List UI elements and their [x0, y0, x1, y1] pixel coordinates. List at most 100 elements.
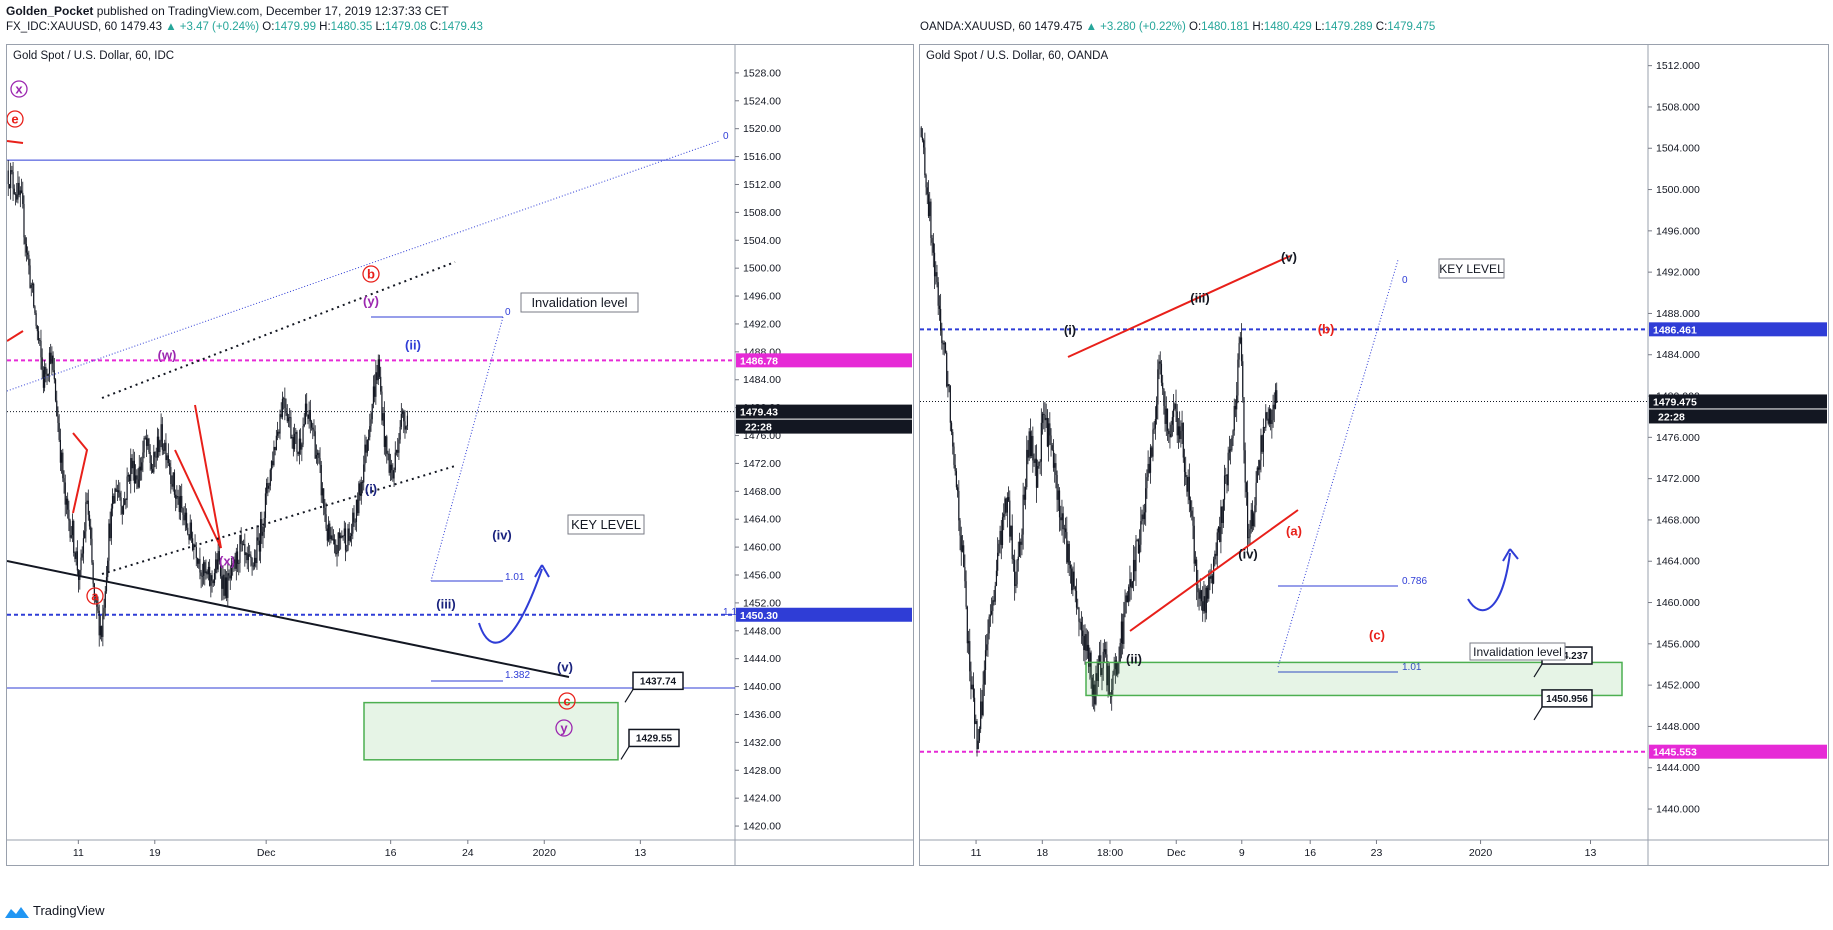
chart-panel-right[interactable]: Gold Spot / U.S. Dollar, 60, OANDA 1440.0… — [919, 44, 1829, 866]
wave-label: (a) — [1286, 524, 1302, 539]
wave-label: b — [367, 267, 375, 282]
candle-body — [292, 436, 294, 450]
candle-body — [1163, 388, 1165, 406]
candle-body — [1006, 497, 1008, 513]
candle-body — [1245, 482, 1247, 493]
candle-body — [52, 355, 54, 371]
candle-body — [1041, 413, 1044, 423]
candle-body — [103, 607, 105, 614]
candle-body — [1054, 463, 1056, 468]
candle-body — [925, 175, 927, 188]
candle-body — [1101, 668, 1103, 676]
x-tick-label: 13 — [635, 847, 647, 859]
callout-label-box — [632, 671, 684, 691]
candle-body — [1263, 426, 1266, 428]
candle-body — [1194, 559, 1197, 564]
candle-body — [192, 538, 194, 551]
candle-body — [1148, 463, 1150, 473]
candle-body — [1152, 429, 1154, 457]
candle-body — [1189, 500, 1192, 511]
footer-brand[interactable]: TradingView — [4, 903, 105, 923]
candle-body — [1016, 560, 1018, 585]
candle-body — [303, 424, 305, 427]
candle-body — [84, 531, 86, 539]
candle-body — [1119, 643, 1121, 662]
symbol-name: OANDA:XAUUSD, 60 — [920, 21, 1032, 33]
boxed-label-box — [567, 514, 645, 535]
candle-body — [1000, 530, 1002, 545]
chart-panel-left[interactable]: Gold Spot / U.S. Dollar, 60, IDC 1420.00 1… — [6, 44, 914, 866]
candle-body — [1091, 677, 1093, 697]
candle-body — [259, 519, 262, 552]
candle-body — [296, 432, 298, 453]
candle-body — [1043, 413, 1045, 415]
candle-body — [289, 417, 291, 418]
candle-body — [1131, 581, 1133, 588]
candle-body — [321, 488, 324, 496]
candle-body — [1141, 514, 1143, 522]
candle-body — [314, 431, 316, 459]
candle-body — [145, 437, 148, 446]
candle-body — [343, 528, 345, 536]
candle-body — [92, 562, 94, 584]
candle-body — [1215, 553, 1217, 556]
candle-body — [1072, 571, 1074, 591]
candle-body — [1225, 474, 1227, 476]
price-tag-label: 1479.475 — [1653, 396, 1697, 408]
candle-body — [1247, 492, 1249, 539]
candle-body — [923, 140, 925, 148]
candle-body — [1238, 343, 1240, 360]
candle-body — [212, 580, 214, 584]
candle-body — [389, 464, 392, 473]
candle-body — [42, 370, 44, 388]
candle-body — [1065, 528, 1067, 533]
candle-body — [1079, 621, 1081, 623]
chart-svg-left[interactable]: Gold Spot / U.S. Dollar, 60, IDC 1420.00 1… — [6, 45, 913, 865]
candle-body — [11, 170, 13, 172]
candle-body — [160, 424, 162, 442]
candle-body — [1052, 449, 1055, 468]
candle-body — [355, 499, 358, 522]
candle-body — [37, 331, 40, 341]
candle-body — [306, 403, 308, 415]
candle-body — [241, 543, 243, 545]
x-tick-label: 2020 — [1469, 847, 1493, 859]
boxed-label-box — [1469, 642, 1566, 661]
candle-body — [287, 417, 290, 422]
open-value: 1479.99 — [274, 21, 316, 33]
candle-body — [958, 491, 960, 521]
candle-body — [202, 562, 205, 576]
candle-body — [927, 194, 930, 217]
candle-body — [988, 616, 990, 634]
candle-body — [253, 557, 256, 567]
candle-body — [374, 386, 376, 397]
candle-body — [941, 330, 943, 344]
candle-body — [166, 455, 168, 461]
wave-label: (ii) — [1126, 652, 1142, 667]
trend-line — [6, 560, 570, 678]
author-name[interactable]: Golden_Pocket — [6, 4, 94, 18]
candle-body — [947, 384, 949, 387]
candle-body — [130, 458, 132, 482]
candle-body — [39, 340, 41, 342]
callout-label: 1450.956 — [1546, 694, 1588, 705]
candle-body — [102, 613, 104, 637]
candle-body — [1234, 405, 1237, 410]
candle-body — [182, 508, 184, 515]
candle-body — [161, 424, 163, 450]
candle-body — [213, 573, 216, 584]
boxed-label: Invalidation level — [1473, 645, 1562, 659]
candle-body — [308, 410, 310, 419]
y-tick-label: 1472.000 — [1656, 473, 1700, 485]
candle-body — [952, 432, 954, 447]
candle-body — [1179, 426, 1181, 439]
candle-body — [224, 577, 226, 596]
y-tick-label: 1440.000 — [1656, 804, 1700, 816]
chart-svg-right[interactable]: Gold Spot / U.S. Dollar, 60, OANDA 1440.0… — [920, 45, 1828, 865]
candle-body — [75, 551, 77, 559]
candle-body — [94, 596, 97, 598]
x-tick-label: 13 — [1585, 847, 1597, 859]
candle-body — [1102, 651, 1104, 669]
candle-body — [371, 403, 373, 420]
candle-body — [1205, 587, 1207, 613]
